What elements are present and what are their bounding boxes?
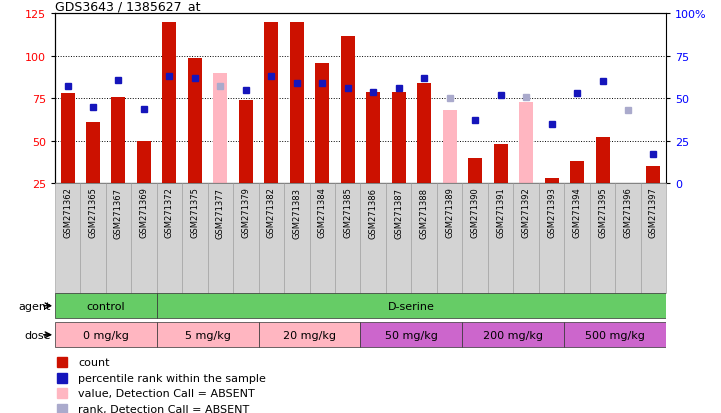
Text: 0 mg/kg: 0 mg/kg (83, 330, 128, 340)
Bar (488, 184, 513, 293)
Bar (156, 323, 259, 347)
Bar (208, 184, 233, 293)
Bar (239, 101, 253, 184)
Bar (565, 184, 590, 293)
Bar (265, 23, 278, 184)
Bar (131, 184, 156, 293)
Bar (443, 111, 456, 184)
Bar (360, 323, 462, 347)
Bar (360, 184, 386, 293)
Text: count: count (78, 357, 110, 367)
Text: 500 mg/kg: 500 mg/kg (585, 330, 645, 340)
Text: GSM271377: GSM271377 (216, 187, 225, 238)
Text: GSM271372: GSM271372 (165, 187, 174, 238)
Bar (462, 323, 565, 347)
Text: GSM271382: GSM271382 (267, 187, 276, 238)
Bar (570, 162, 584, 184)
Text: dose: dose (25, 330, 51, 340)
Text: GDS3643 / 1385627_at: GDS3643 / 1385627_at (55, 0, 200, 13)
Text: GSM271379: GSM271379 (242, 187, 250, 238)
Text: GSM271393: GSM271393 (547, 187, 556, 238)
Bar (417, 84, 431, 184)
Bar (386, 184, 412, 293)
Bar (188, 59, 202, 184)
Bar (565, 323, 666, 347)
Bar (647, 167, 660, 184)
Bar (156, 294, 666, 318)
Text: D-serine: D-serine (388, 301, 435, 311)
Text: value, Detection Call = ABSENT: value, Detection Call = ABSENT (78, 388, 255, 398)
Bar (55, 184, 80, 293)
Bar (309, 184, 335, 293)
Bar (290, 23, 304, 184)
Bar (494, 145, 508, 184)
Bar (80, 184, 106, 293)
Bar (615, 184, 641, 293)
Text: percentile rank within the sample: percentile rank within the sample (78, 373, 266, 383)
Text: GSM271396: GSM271396 (624, 187, 632, 238)
Bar (341, 36, 355, 184)
Bar (437, 184, 462, 293)
Bar (233, 184, 259, 293)
Bar (519, 102, 533, 184)
Bar (315, 64, 329, 184)
Bar (544, 179, 559, 184)
Bar (55, 323, 156, 347)
Bar (182, 184, 208, 293)
Text: GSM271397: GSM271397 (649, 187, 658, 238)
Bar (366, 93, 380, 184)
Bar (112, 97, 125, 184)
Text: GSM271365: GSM271365 (89, 187, 97, 238)
Bar (284, 184, 309, 293)
Bar (55, 294, 156, 318)
Text: GSM271395: GSM271395 (598, 187, 607, 238)
Text: GSM271367: GSM271367 (114, 187, 123, 238)
Bar (86, 123, 100, 184)
Text: agent: agent (19, 301, 51, 311)
Text: 20 mg/kg: 20 mg/kg (283, 330, 336, 340)
Bar (513, 184, 539, 293)
Text: GSM271392: GSM271392 (521, 187, 531, 238)
Text: GSM271387: GSM271387 (394, 187, 403, 238)
Text: GSM271385: GSM271385 (343, 187, 353, 238)
Text: control: control (87, 301, 125, 311)
Bar (335, 184, 360, 293)
Bar (259, 184, 284, 293)
Text: 5 mg/kg: 5 mg/kg (185, 330, 231, 340)
Bar (539, 184, 565, 293)
Text: GSM271383: GSM271383 (292, 187, 301, 238)
Bar (641, 184, 666, 293)
Text: GSM271384: GSM271384 (318, 187, 327, 238)
Bar (392, 93, 406, 184)
Bar (590, 184, 615, 293)
Text: 50 mg/kg: 50 mg/kg (385, 330, 438, 340)
Text: GSM271375: GSM271375 (190, 187, 200, 238)
Text: rank, Detection Call = ABSENT: rank, Detection Call = ABSENT (78, 404, 249, 413)
Text: GSM271390: GSM271390 (471, 187, 479, 238)
Bar (462, 184, 488, 293)
Bar (213, 74, 227, 184)
Text: GSM271386: GSM271386 (368, 187, 378, 238)
Bar (468, 158, 482, 184)
Bar (106, 184, 131, 293)
Text: GSM271362: GSM271362 (63, 187, 72, 238)
Bar (412, 184, 437, 293)
Text: GSM271391: GSM271391 (496, 187, 505, 238)
Text: GSM271389: GSM271389 (445, 187, 454, 238)
Bar (596, 138, 609, 184)
Bar (259, 323, 360, 347)
Text: GSM271369: GSM271369 (139, 187, 149, 238)
Text: 200 mg/kg: 200 mg/kg (483, 330, 544, 340)
Bar (162, 23, 177, 184)
Text: GSM271394: GSM271394 (572, 187, 582, 238)
Bar (61, 94, 74, 184)
Text: GSM271388: GSM271388 (420, 187, 429, 238)
Bar (137, 141, 151, 184)
Bar (156, 184, 182, 293)
